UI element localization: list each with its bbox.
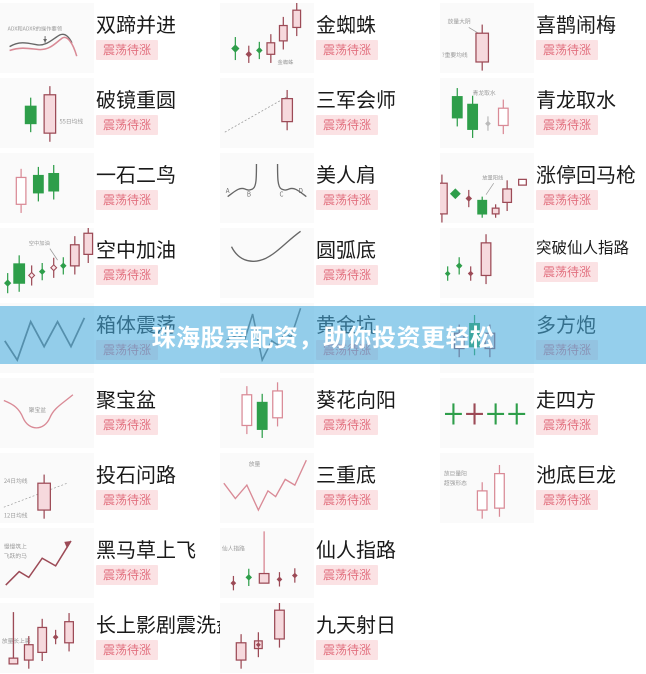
svg-text:12日均线: 12日均线 (4, 510, 28, 519)
svg-text:B: B (247, 189, 251, 198)
svg-text:A: A (226, 185, 230, 194)
svg-text:24日均线: 24日均线 (4, 476, 28, 485)
svg-text:金蜘蛛: 金蜘蛛 (278, 57, 295, 65)
svg-text:放量长上影: 放量长上影 (2, 635, 31, 644)
svg-text:仙人指路: 仙人指路 (222, 543, 245, 552)
svg-text:超强形态: 超强形态 (444, 478, 467, 487)
svg-text:放巨量阳: 放巨量阳 (444, 468, 467, 477)
svg-text:ADX和ADXR的操作要领: ADX和ADXR的操作要领 (8, 24, 63, 32)
svg-text:D: D (299, 185, 303, 194)
svg-text:飞跃的马: 飞跃的马 (4, 551, 27, 560)
svg-text:慢慢筑上: 慢慢筑上 (4, 541, 27, 550)
svg-text:放量阳线: 放量阳线 (482, 173, 504, 181)
svg-text:放量大阴: 放量大阴 (448, 16, 471, 25)
svg-text:55日均线: 55日均线 (59, 116, 83, 125)
svg-text:聚宝盆: 聚宝盆 (29, 405, 46, 414)
svg-text:青龙取水: 青龙取水 (473, 87, 496, 96)
svg-text:C: C (279, 189, 283, 198)
svg-text:空中加油: 空中加油 (29, 238, 50, 246)
svg-text:?重要均线: ?重要均线 (442, 50, 468, 59)
svg-text:放量: 放量 (249, 458, 261, 467)
